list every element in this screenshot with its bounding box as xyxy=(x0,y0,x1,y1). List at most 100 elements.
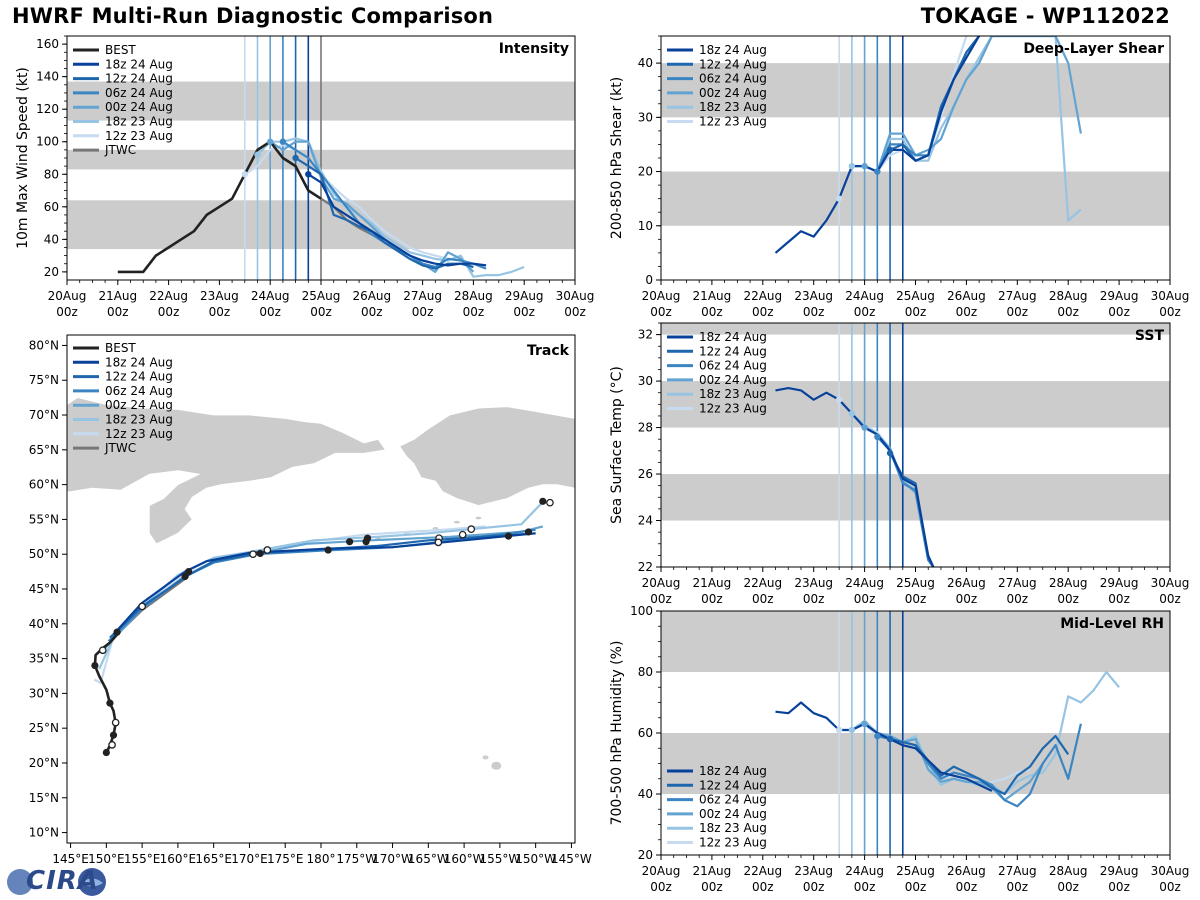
rh-xtick-label: 28Aug xyxy=(1049,864,1088,878)
track-landmasses xyxy=(67,397,575,770)
sst-ytick-label: 22 xyxy=(638,560,653,574)
sst-xtick-label: 27Aug xyxy=(998,576,1037,590)
aleutian-island-4 xyxy=(475,516,482,520)
sst-legend-label-18z-23-aug: 18z 23 Aug xyxy=(699,387,767,401)
rh-ytick-label: 60 xyxy=(638,726,653,740)
intensity-legend-label-best: BEST xyxy=(105,43,136,57)
rh-legend-label-12z-23-aug: 12z 23 Aug xyxy=(699,836,767,850)
shear-xtick-label: 20Aug xyxy=(642,289,681,303)
shear-init-point-06z-24-aug xyxy=(874,168,881,175)
shear-band-1 xyxy=(661,63,1170,118)
figure-title: HWRF Multi-Run Diagnostic Comparison xyxy=(12,4,494,28)
shear-band-0 xyxy=(661,171,1170,226)
cira-logo-text: CIRA xyxy=(26,866,99,896)
rh-init-point-12z-23-aug xyxy=(835,726,843,734)
shear-chart: 0 10 20 30 40 20Aug 00z 21Aug 00z 22Aug 00z 23Aug 00… xyxy=(609,35,1189,319)
storm-id-title: TOKAGE - WP112022 xyxy=(920,4,1170,28)
track-ytick-label: 15°N xyxy=(29,791,59,805)
sst-xtick-label: 00z xyxy=(1159,592,1181,606)
intensity-init-point-06z-24-aug xyxy=(279,138,287,145)
track-marker-closed xyxy=(185,568,193,576)
shear-init-point-12z-24-aug xyxy=(886,146,894,154)
rh-band-1 xyxy=(661,611,1170,672)
shear-xtick-label: 25Aug xyxy=(896,289,935,303)
hawaii-island xyxy=(491,761,502,770)
track-xtick-label: 155°E xyxy=(124,852,161,866)
intensity-xtick-label: 28Aug xyxy=(454,289,493,303)
shear-legend-label-06z-24-aug: 06z 24 Aug xyxy=(699,72,767,86)
sst-band-1 xyxy=(661,381,1170,428)
track-xtick-label: 175°W xyxy=(336,852,377,866)
intensity-xtick-label: 23Aug xyxy=(200,289,239,303)
intensity-xtick-label: 24Aug xyxy=(251,289,290,303)
intensity-ytick-label: 100 xyxy=(36,135,59,149)
sst-xtick-label: 28Aug xyxy=(1049,576,1088,590)
intensity-xtick-label: 21Aug xyxy=(98,289,137,303)
sst-init-point-00z-24-aug xyxy=(861,424,868,431)
track-xtick-label: 150°E xyxy=(88,852,125,866)
track-legend-label-00z-24-aug: 00z 24 Aug xyxy=(105,398,173,412)
track-xtick-label: 165°E xyxy=(195,852,232,866)
track-ytick-label: 60°N xyxy=(29,478,59,492)
sst-ytick-label: 30 xyxy=(638,374,653,388)
intensity-series-18z-24-aug xyxy=(307,173,487,267)
rh-ytick-label: 80 xyxy=(638,665,653,679)
shear-ytick-label: 0 xyxy=(645,273,653,287)
track-marker-open xyxy=(467,525,476,534)
track-xtick-label: 145°W xyxy=(551,852,592,866)
sst-legend-label-12z-24-aug: 12z 24 Aug xyxy=(699,344,767,358)
track-ytick-label: 65°N xyxy=(29,443,59,457)
shear-title: Deep-Layer Shear xyxy=(1023,41,1164,57)
track-marker-closed xyxy=(109,731,118,739)
track-marker-closed xyxy=(539,497,547,505)
sst-xtick-label: 22Aug xyxy=(743,576,782,590)
track-ytick-label: 10°N xyxy=(29,826,59,840)
shear-legend-label-12z-24-aug: 12z 24 Aug xyxy=(699,57,767,71)
track-marker-closed xyxy=(362,538,370,546)
intensity-init-point-18z-24-aug xyxy=(305,171,312,178)
intensity-legend-label-00z-24-aug: 00z 24 Aug xyxy=(105,100,173,114)
intensity-xtick-label: 00z xyxy=(56,305,78,319)
track-ytick-label: 25°N xyxy=(29,721,59,735)
rh-init-point-06z-24-aug xyxy=(874,732,881,740)
intensity-series-best xyxy=(117,140,322,274)
rh-xtick-label: 23Aug xyxy=(794,864,833,878)
rh-xtick-label: 00z xyxy=(1108,880,1130,894)
sst-xtick-label: 00z xyxy=(701,592,723,606)
sst-xtick-label: 00z xyxy=(1007,592,1029,606)
rh-xtick-label: 22Aug xyxy=(743,864,782,878)
sst-title: SST xyxy=(1135,328,1165,344)
intensity-xtick-label: 00z xyxy=(412,305,434,319)
track-legend-label-best: BEST xyxy=(105,341,136,355)
intensity-ylabel: 10m Max Wind Speed (kt) xyxy=(15,67,31,249)
intensity-xtick-label: 26Aug xyxy=(352,289,391,303)
sst-xtick-label: 23Aug xyxy=(794,576,833,590)
sst-xtick-label: 00z xyxy=(854,592,876,606)
shear-ytick-label: 30 xyxy=(638,110,653,124)
rh-xtick-label: 30Aug xyxy=(1151,864,1190,878)
track-ytick-label: 30°N xyxy=(29,686,59,700)
maui-island xyxy=(482,755,489,760)
sst-legend-label-18z-24-aug: 18z 24 Aug xyxy=(699,330,767,344)
shear-legend-label-18z-23-aug: 18z 23 Aug xyxy=(699,100,767,114)
shear-ytick-label: 20 xyxy=(638,165,653,179)
intensity-xtick-label: 00z xyxy=(158,305,180,319)
sst-xtick-label: 00z xyxy=(956,592,978,606)
track-legend-label-12z-23-aug: 12z 23 Aug xyxy=(105,427,173,441)
track-xtick-label: 145°E xyxy=(52,852,89,866)
track-marker-open xyxy=(546,498,554,507)
rh-xtick-label: 00z xyxy=(1159,880,1181,894)
shear-init-point-12z-23-aug xyxy=(835,195,843,202)
intensity-ytick-label: 40 xyxy=(44,232,59,246)
shear-xtick-label: 23Aug xyxy=(794,289,833,303)
intensity-init-point-00z-24-aug xyxy=(267,138,274,145)
track-marker-closed xyxy=(346,538,354,546)
track-marker-closed xyxy=(102,748,110,757)
track-marker-open xyxy=(263,546,272,554)
track-marker-open xyxy=(434,538,443,547)
shear-xtick-label: 00z xyxy=(803,305,825,319)
intensity-xtick-label: 22Aug xyxy=(149,289,188,303)
track-legend-label-18z-23-aug: 18z 23 Aug xyxy=(105,413,173,427)
intensity-xtick-label: 27Aug xyxy=(403,289,442,303)
rh-ylabel: 700-500 hPa Humidity (%) xyxy=(609,641,625,826)
